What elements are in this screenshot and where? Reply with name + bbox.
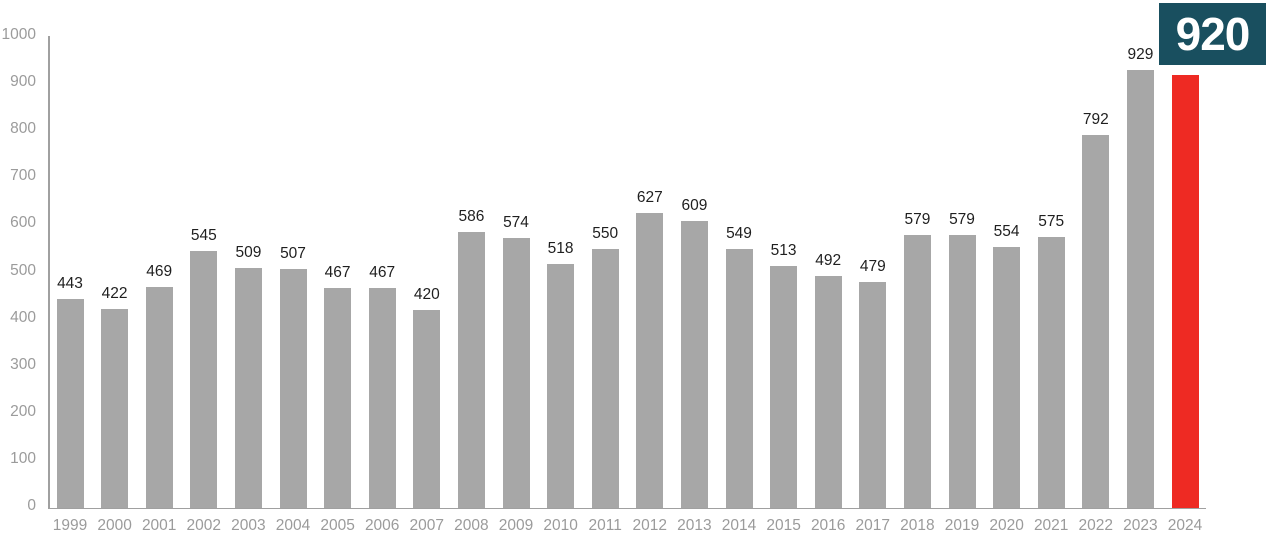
bar-2012 bbox=[636, 212, 664, 508]
x-tick-label-2022: 2022 bbox=[1078, 517, 1114, 534]
bar-value-label-2022: 792 bbox=[1082, 110, 1109, 128]
y-tick-label-800: 800 bbox=[10, 120, 36, 138]
bar-value-label-2011: 550 bbox=[592, 224, 619, 242]
x-tick-label-2024: 2024 bbox=[1167, 517, 1203, 534]
x-tick-label-2015: 2015 bbox=[766, 517, 801, 534]
x-tick-label-2001: 2001 bbox=[141, 517, 177, 534]
bar-2007 bbox=[413, 310, 441, 508]
y-tick-label-900: 900 bbox=[10, 73, 36, 91]
y-tick-label-700: 700 bbox=[10, 167, 36, 185]
bar-2004 bbox=[279, 269, 307, 508]
bar-1999 bbox=[56, 299, 84, 508]
x-tick-label-2010: 2010 bbox=[543, 517, 578, 534]
bar-value-label-2006: 467 bbox=[369, 264, 396, 282]
x-tick-label-2006: 2006 bbox=[364, 517, 400, 534]
bar-2019 bbox=[948, 235, 976, 508]
bar-value-label-2012: 627 bbox=[636, 188, 663, 206]
bar-2011 bbox=[591, 248, 619, 508]
bar-2001 bbox=[145, 287, 173, 508]
x-tick-label-2016: 2016 bbox=[810, 517, 846, 534]
bar-value-label-2023: 929 bbox=[1127, 46, 1154, 64]
y-axis-line bbox=[48, 36, 50, 509]
x-tick-label-1999: 1999 bbox=[52, 517, 88, 534]
bar-value-label-1999: 443 bbox=[57, 275, 83, 293]
bar-value-label-2009: 574 bbox=[503, 213, 529, 231]
bar-2013 bbox=[680, 221, 708, 508]
y-tick-label-200: 200 bbox=[10, 402, 36, 420]
bar-value-label-2018: 579 bbox=[904, 211, 931, 229]
bar-value-label-2015: 513 bbox=[770, 242, 797, 260]
bar-value-label-2013: 609 bbox=[681, 197, 708, 215]
y-tick-label-400: 400 bbox=[10, 308, 36, 326]
x-tick-label-2011: 2011 bbox=[588, 517, 622, 534]
bar-2014 bbox=[725, 249, 753, 508]
bar-2009 bbox=[502, 237, 530, 508]
x-tick-label-2023: 2023 bbox=[1123, 517, 1158, 534]
bar-value-label-2020: 554 bbox=[993, 223, 1020, 241]
x-tick-label-2019: 2019 bbox=[944, 517, 980, 534]
bar-2002 bbox=[190, 251, 218, 508]
x-tick-label-2008: 2008 bbox=[454, 517, 489, 534]
bar-value-label-2005: 467 bbox=[324, 264, 351, 282]
bar-value-label-2017: 479 bbox=[859, 258, 886, 276]
x-tick-label-2002: 2002 bbox=[186, 517, 222, 534]
bar-2000 bbox=[101, 309, 129, 508]
bar-value-label-2000: 422 bbox=[101, 285, 128, 303]
bar-value-label-2004: 507 bbox=[280, 245, 306, 263]
x-tick-label-2009: 2009 bbox=[498, 517, 534, 534]
bar-2008 bbox=[457, 231, 485, 508]
bar-2015 bbox=[770, 266, 798, 508]
bar-2018 bbox=[903, 235, 931, 508]
bar-2010 bbox=[547, 264, 575, 508]
bar-value-label-2021: 575 bbox=[1038, 213, 1065, 231]
y-tick-label-600: 600 bbox=[10, 214, 36, 232]
x-tick-label-2005: 2005 bbox=[320, 517, 355, 534]
bar-2024 bbox=[1171, 74, 1199, 508]
bar-value-label-2007: 420 bbox=[413, 286, 440, 304]
x-tick-label-2021: 2021 bbox=[1033, 517, 1069, 534]
bar-2003 bbox=[234, 268, 262, 508]
x-tick-label-2014: 2014 bbox=[721, 517, 757, 534]
x-tick-label-2018: 2018 bbox=[900, 517, 935, 534]
x-tick-label-2003: 2003 bbox=[231, 517, 266, 534]
x-tick-label-2007: 2007 bbox=[409, 517, 445, 534]
bar-value-label-2016: 492 bbox=[815, 252, 842, 270]
x-tick-label-2017: 2017 bbox=[855, 517, 891, 534]
bar-value-label-2008: 586 bbox=[458, 207, 485, 225]
x-tick-label-2012: 2012 bbox=[632, 517, 668, 534]
bar-value-label-2003: 509 bbox=[235, 244, 262, 262]
bar-value-label-2014: 549 bbox=[726, 225, 752, 243]
highlight-callout: 920 bbox=[1159, 3, 1266, 65]
y-tick-label-500: 500 bbox=[10, 261, 36, 279]
bar-2021 bbox=[1037, 237, 1065, 508]
bar-2005 bbox=[324, 288, 352, 508]
bar-2016 bbox=[814, 276, 842, 508]
bar-value-label-2001: 469 bbox=[146, 263, 173, 281]
bar-2023 bbox=[1126, 70, 1154, 508]
bar-value-label-2002: 545 bbox=[190, 227, 217, 245]
y-tick-label-300: 300 bbox=[10, 355, 36, 373]
bar-2017 bbox=[859, 282, 887, 508]
x-tick-label-2004: 2004 bbox=[275, 517, 311, 534]
x-tick-label-2013: 2013 bbox=[677, 517, 712, 534]
x-tick-label-2000: 2000 bbox=[97, 517, 132, 534]
bar-2006 bbox=[368, 288, 396, 508]
bar-value-label-2019: 579 bbox=[949, 211, 975, 229]
y-tick-label-100: 100 bbox=[10, 449, 36, 467]
y-tick-label-0: 0 bbox=[27, 497, 36, 514]
x-tick-label-2020: 2020 bbox=[989, 517, 1024, 534]
y-tick-label-1000: 1000 bbox=[1, 26, 36, 43]
bar-2020 bbox=[993, 247, 1021, 508]
bar-2022 bbox=[1082, 134, 1110, 508]
bar-value-label-2010: 518 bbox=[547, 240, 574, 258]
highlight-callout-value: 920 bbox=[1175, 8, 1251, 60]
x-axis-line bbox=[48, 507, 1206, 509]
